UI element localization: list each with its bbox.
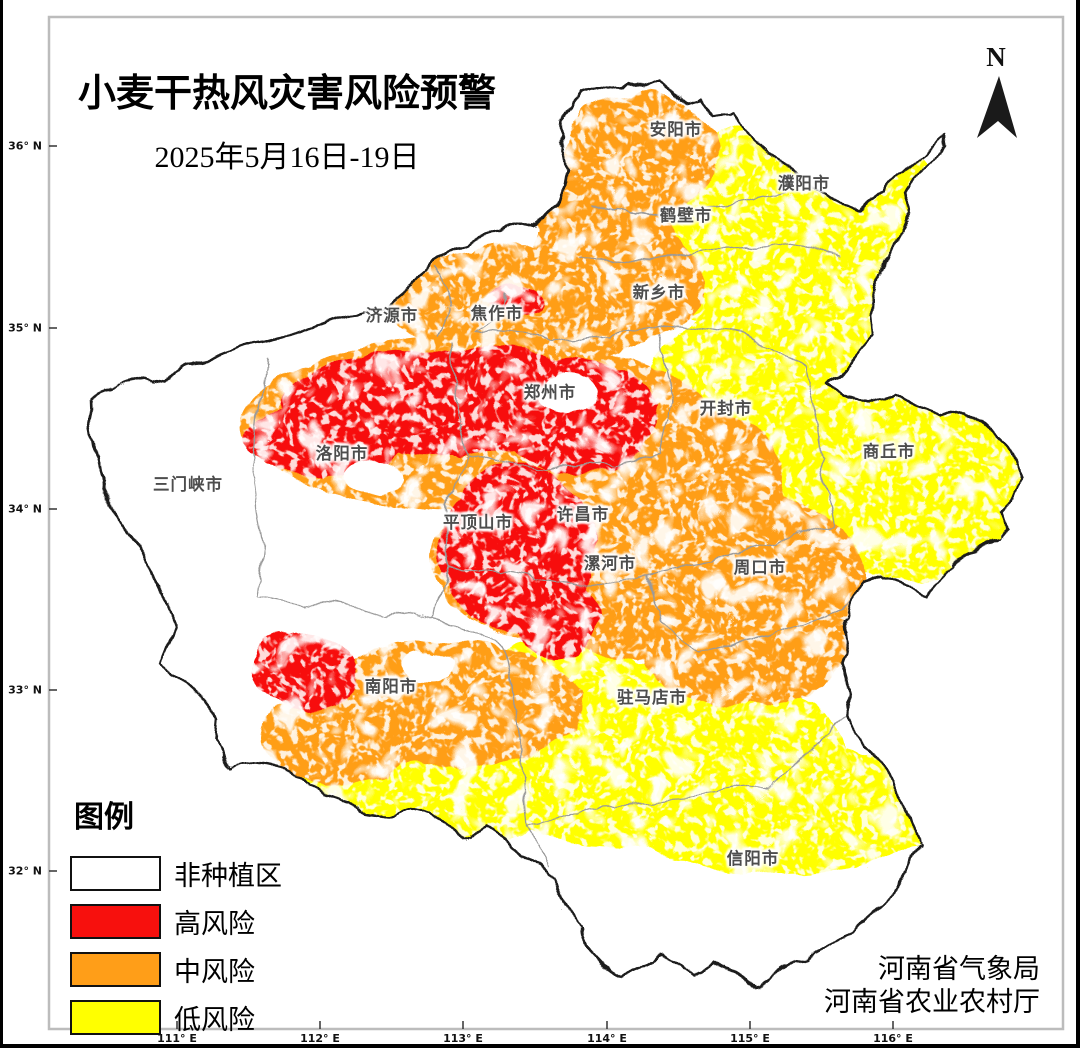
legend-swatch-non-planting xyxy=(70,856,161,891)
lon-tick-label: 113° E xyxy=(443,1032,483,1045)
city-label: 济源市 xyxy=(365,306,419,325)
legend-swatch-high-risk xyxy=(70,904,161,939)
page-edge-right xyxy=(1076,0,1080,1048)
city-label: 漯河市 xyxy=(583,554,637,573)
city-label: 新乡市 xyxy=(632,283,686,302)
legend-header: 图例 xyxy=(74,800,134,835)
legend-label: 低风险 xyxy=(174,1005,255,1035)
legend-row: 非种植区 xyxy=(70,854,282,893)
city-label: 郑州市 xyxy=(523,383,577,402)
axis-ticks xyxy=(49,145,894,1029)
lon-tick-label: 111° E xyxy=(157,1032,197,1045)
attribution-line: 河南省气象局 xyxy=(878,953,1040,984)
north-arrow-icon xyxy=(977,76,1017,138)
legend-label: 高风险 xyxy=(174,909,255,939)
city-label: 三门峡市 xyxy=(153,475,223,494)
city-label: 开封市 xyxy=(699,399,753,418)
legend-label: 中风险 xyxy=(174,957,255,987)
map-frame xyxy=(47,15,1065,1031)
legend-row: 高风险 xyxy=(70,902,282,941)
legend-label: 非种植区 xyxy=(174,861,282,891)
city-label: 南阳市 xyxy=(364,677,418,696)
lon-tick-label: 115° E xyxy=(730,1032,770,1045)
province-outline xyxy=(84,78,1023,983)
city-label: 驻马店市 xyxy=(617,688,687,707)
city-label: 洛阳市 xyxy=(315,444,369,463)
page-edge-left xyxy=(0,0,3,1048)
lon-tick-label: 116° E xyxy=(873,1032,913,1045)
legend-row: 低风险 xyxy=(70,998,282,1037)
city-label: 信阳市 xyxy=(726,849,780,868)
city-label: 周口市 xyxy=(733,558,787,577)
attribution-line: 河南省农业农村厅 xyxy=(824,987,1040,1018)
lat-tick-label: 35° N xyxy=(8,321,42,335)
legend-swatch-low-risk xyxy=(70,1000,161,1035)
legend: 图例 非种植区 高风险 中风险 低风险 xyxy=(70,792,282,1046)
page-title: 小麦干热风灾害风险预警 xyxy=(77,71,496,115)
legend-row: 中风险 xyxy=(70,950,282,989)
page-edge-bottom xyxy=(0,1044,1080,1048)
attribution: 河南省气象局 河南省农业农村厅 xyxy=(824,953,1040,1021)
lat-tick-label: 33° N xyxy=(8,683,42,697)
prefecture-boundaries xyxy=(247,185,849,863)
city-label: 平顶山市 xyxy=(443,513,513,532)
city-label: 许昌市 xyxy=(556,505,610,524)
city-label: 焦作市 xyxy=(470,304,524,323)
lat-tick-label: 36° N xyxy=(8,139,42,153)
date-range: 2025年5月16日-19日 xyxy=(154,141,420,174)
city-label: 鹤壁市 xyxy=(659,206,713,225)
city-label: 濮阳市 xyxy=(777,174,831,193)
lon-tick-label: 114° E xyxy=(587,1032,627,1045)
lon-tick-label: 112° E xyxy=(300,1032,340,1045)
legend-swatch-medium-risk xyxy=(70,952,161,987)
city-label: 商丘市 xyxy=(862,442,916,461)
north-arrow-label: N xyxy=(986,42,1006,72)
lat-tick-label: 34° N xyxy=(8,502,42,516)
lat-tick-label: 32° N xyxy=(8,864,42,878)
city-label: 安阳市 xyxy=(649,120,703,139)
